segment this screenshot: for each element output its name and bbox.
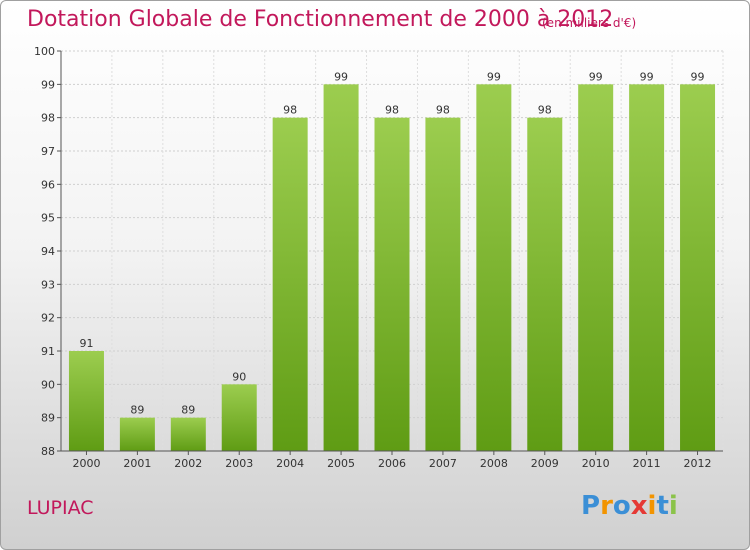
- x-tick-label: 2012: [684, 457, 712, 470]
- y-tick-label: 99: [41, 78, 55, 91]
- bar[interactable]: [578, 84, 614, 451]
- y-tick-label: 95: [41, 212, 55, 225]
- y-tick-label: 88: [41, 445, 55, 458]
- bar-value-label: 98: [538, 104, 552, 117]
- x-tick-label: 2008: [480, 457, 508, 470]
- x-tick-label: 2007: [429, 457, 457, 470]
- x-tick-label: 2004: [276, 457, 304, 470]
- town-name: LUPIAC: [27, 497, 94, 519]
- bar-value-label: 99: [487, 70, 501, 83]
- x-tick-label: 2010: [582, 457, 610, 470]
- x-tick-label: 2006: [378, 457, 406, 470]
- x-tick-label: 2005: [327, 457, 355, 470]
- bar[interactable]: [119, 417, 155, 451]
- x-tick-label: 2003: [225, 457, 253, 470]
- y-tick-label: 92: [41, 312, 55, 325]
- x-tick-label: 2000: [72, 457, 100, 470]
- y-tick-label: 100: [34, 45, 55, 58]
- bar[interactable]: [680, 84, 716, 451]
- logo-letter: i: [647, 491, 657, 521]
- bar[interactable]: [221, 384, 257, 451]
- bars-group: 91 89 89 90 98 99 98 98 99 98 99 99 99: [68, 70, 716, 452]
- x-tick-label: 2002: [174, 457, 202, 470]
- bar-value-label: 99: [334, 70, 348, 83]
- bar-value-label: 99: [589, 70, 603, 83]
- x-tick-label: 2009: [531, 457, 559, 470]
- chart-subtitle: (en milliers d'€): [542, 16, 637, 30]
- bar-value-label: 99: [640, 70, 654, 83]
- y-tick-label: 96: [41, 178, 55, 191]
- y-tick-label: 98: [41, 112, 55, 125]
- logo-letter: i: [668, 491, 678, 521]
- y-tick-label: 91: [41, 345, 55, 358]
- bar[interactable]: [68, 351, 104, 451]
- y-tick-label: 97: [41, 145, 55, 158]
- logo-letter: x: [630, 491, 648, 521]
- y-tick-label: 89: [41, 412, 55, 425]
- logo-letter: r: [600, 491, 613, 521]
- x-tick-label: 2011: [633, 457, 661, 470]
- logo-letter: o: [612, 491, 631, 521]
- logo-letter: t: [656, 491, 669, 521]
- bar-value-label: 91: [79, 337, 93, 350]
- x-tick-label: 2001: [123, 457, 151, 470]
- bar[interactable]: [425, 117, 461, 452]
- bar[interactable]: [527, 117, 563, 452]
- bar-value-label: 90: [232, 370, 246, 383]
- y-tick-label: 93: [41, 278, 55, 291]
- chart-title: Dotation Globale de Fonctionnement de 20…: [27, 7, 614, 32]
- bar-value-label: 98: [436, 104, 450, 117]
- axes-group: 88 89 90 91 92 93 94 95 96 97 98 99 100 2000 2001 2002 2…: [34, 45, 723, 470]
- bar-value-label: 98: [283, 104, 297, 117]
- bar-value-label: 99: [691, 70, 705, 83]
- bar[interactable]: [272, 117, 308, 452]
- bar[interactable]: [476, 84, 512, 451]
- logo-letter: P: [581, 491, 601, 521]
- bar-value-label: 89: [130, 404, 144, 417]
- bar[interactable]: [629, 84, 665, 451]
- bar[interactable]: [323, 84, 359, 451]
- bar-value-label: 98: [385, 104, 399, 117]
- bar[interactable]: [170, 417, 206, 451]
- proxiti-logo[interactable]: Proxiti: [581, 491, 678, 521]
- y-tick-label: 94: [41, 245, 55, 258]
- bar-value-label: 89: [181, 404, 195, 417]
- bar[interactable]: [374, 117, 410, 452]
- y-tick-label: 90: [41, 378, 55, 391]
